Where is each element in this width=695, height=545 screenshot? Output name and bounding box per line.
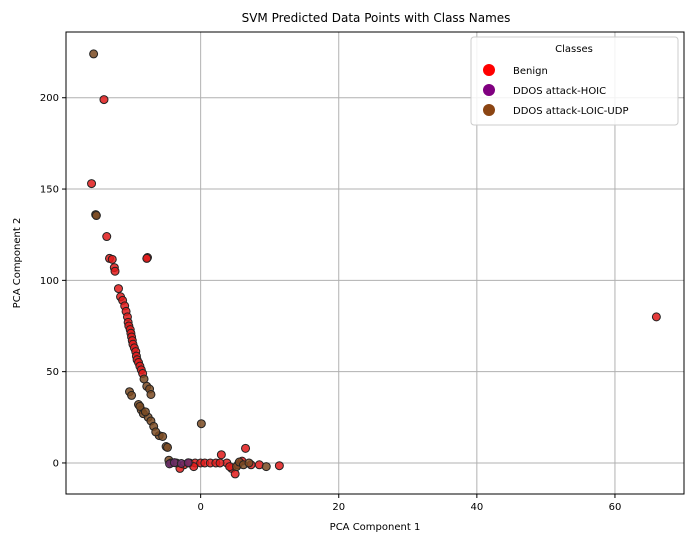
y-tick-label: 150 <box>40 185 59 196</box>
plot-frame <box>65 31 685 495</box>
point-ddos-attack-loic-udp <box>91 211 101 221</box>
point-benign <box>102 232 112 242</box>
point-ddos-attack-loic-udp <box>158 431 168 441</box>
point-benign <box>87 179 97 189</box>
y-axis-label: PCA Component 2 <box>12 218 23 309</box>
point-ddos-attack-hoic <box>183 458 193 468</box>
y-tick-label: 0 <box>53 458 59 469</box>
point-benign <box>113 284 123 294</box>
x-tick-label: 60 <box>609 502 622 513</box>
point-benign <box>651 312 661 322</box>
legend-title: Classes <box>555 44 593 55</box>
y-tick-label: 200 <box>40 93 59 104</box>
point-benign <box>142 253 152 263</box>
legend-label: Benign <box>513 66 548 77</box>
point-benign <box>230 469 240 479</box>
x-tick-label: 0 <box>197 502 203 513</box>
x-tick-label: 40 <box>470 502 483 513</box>
legend-marker <box>483 104 495 116</box>
data-points <box>87 49 661 479</box>
chart-title: SVM Predicted Data Points with Class Nam… <box>242 11 511 25</box>
point-ddos-attack-loic-udp <box>140 407 150 417</box>
point-ddos-attack-loic-udp <box>196 419 206 429</box>
legend-label: DDOS attack-LOIC-UDP <box>513 106 628 117</box>
point-ddos-attack-loic-udp <box>127 390 137 400</box>
point-ddos-attack-loic-udp <box>146 389 156 399</box>
point-benign <box>99 95 109 105</box>
point-ddos-attack-loic-udp <box>261 462 271 472</box>
x-tick-label: 20 <box>332 502 345 513</box>
legend-box <box>470 36 679 126</box>
legend-marker <box>483 84 495 96</box>
point-ddos-attack-loic-udp <box>135 401 145 411</box>
y-axis-ticks: 0 50 100 150 200 <box>40 93 66 469</box>
legend: Classes Benign DDOS attack-HOIC DDOS attac… <box>470 36 679 126</box>
point-ddos-attack-loic-udp <box>89 49 99 59</box>
point-benign <box>216 450 226 460</box>
legend-label: DDOS attack-HOIC <box>513 86 606 97</box>
point-benign <box>215 458 225 468</box>
legend-marker <box>483 64 495 76</box>
point-benign <box>274 461 284 471</box>
point-benign <box>110 266 120 276</box>
x-axis-ticks: 0 20 40 60 <box>197 494 621 513</box>
y-tick-label: 100 <box>40 276 59 287</box>
point-ddos-attack-loic-udp <box>151 427 161 437</box>
point-ddos-attack-loic-udp <box>163 442 173 452</box>
y-tick-label: 50 <box>46 367 59 378</box>
point-ddos-attack-loic-udp <box>244 458 254 468</box>
point-benign <box>241 443 251 453</box>
x-axis-label: PCA Component 1 <box>330 522 421 533</box>
legend-entries: Benign DDOS attack-HOIC DDOS attack-LOIC-U… <box>483 64 628 117</box>
point-ddos-attack-loic-udp <box>139 374 149 384</box>
point-benign <box>107 254 117 264</box>
